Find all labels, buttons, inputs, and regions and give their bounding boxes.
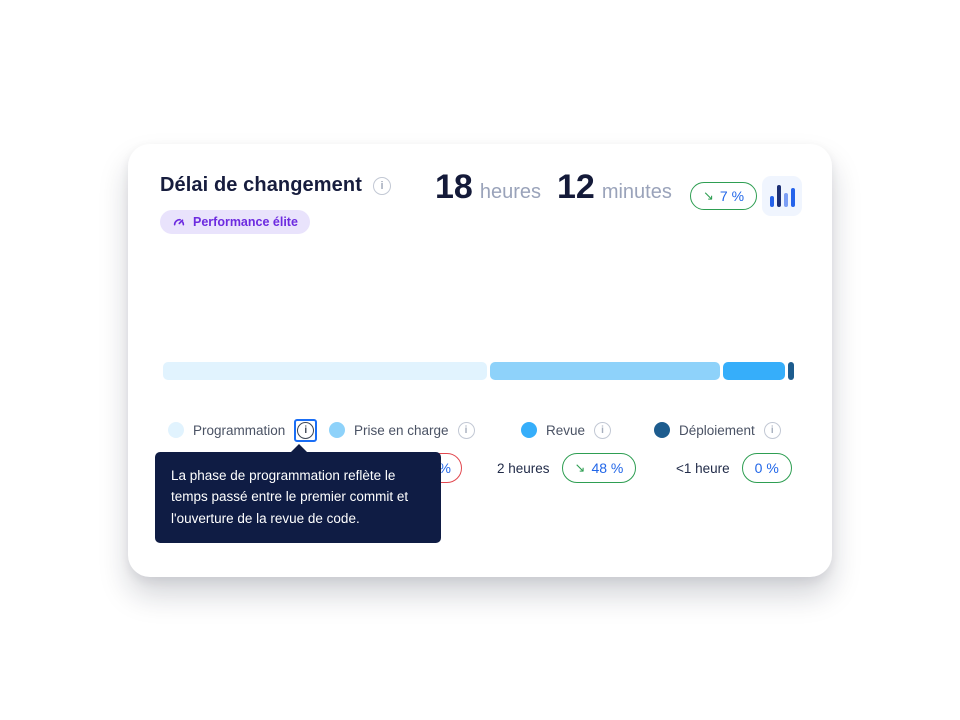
bar-segment-revue[interactable] [723,362,786,380]
prise-en-charge-trend-visible-text: % [438,460,451,476]
revue-trend-value: 48 % [591,460,624,476]
revue-trend-badge: ↘ 48 % [561,453,637,483]
legend-label-programmation: Programmation [193,422,286,438]
change-lead-time-card: Délai de changement i Performance élite … [128,144,832,577]
legend-label-revue: Revue [546,422,586,438]
deploiement-trend-badge: 0 % [741,453,792,483]
revue-info-button[interactable]: i [594,421,612,439]
title-info-icon[interactable]: i [372,176,391,195]
tooltip-text: La phase de programmation reflète le tem… [171,468,409,526]
legend-item-prise-en-charge: Prise en charge i [329,418,475,442]
legend-label-prise-en-charge: Prise en charge [354,422,449,438]
page-title: Délai de changement [160,174,362,196]
info-icon: i [297,421,315,439]
metric-readout: 18 heures 12 minutes [435,168,672,207]
bar-segment-deploiement[interactable] [788,362,794,380]
programmation-tooltip: La phase de programmation reflète le tem… [155,444,441,543]
bar-segment-programmation[interactable] [163,362,488,380]
legend-label-deploiement: Déploiement [679,422,755,438]
performance-badge: Performance élite [160,210,310,234]
gauge-icon [172,215,186,229]
legend-item-revue: Revue i [521,418,612,442]
trend-down-arrow-icon: ↘ [703,188,714,203]
deploiement-value-group: <1 heure 0 % [676,453,792,483]
deploiement-info-button[interactable]: i [763,421,781,439]
legend-item-programmation: Programmation i [168,418,318,442]
stacked-bar-chart [163,362,795,380]
deploiement-trend-value: 0 % [754,460,779,476]
bar-segment-prise-en-charge[interactable] [490,362,721,380]
hours-value: 18 [435,168,473,206]
card-header: Délai de changement i [160,174,391,197]
revue-value-group: 2 heures ↘ 48 % [497,453,637,483]
bar-chart-icon [762,185,802,207]
trend-down-arrow-icon: ↘ [574,460,586,475]
overall-trend-badge: ↘ 7 % [690,182,758,210]
legend-dot-programmation [168,422,184,438]
legend-dot-deploiement [654,422,670,438]
hours-unit: heures [479,181,541,203]
minutes-unit: minutes [601,181,672,203]
minutes-value: 12 [556,168,595,206]
overall-trend-value: 7 % [719,188,745,204]
prise-en-charge-info-button[interactable]: i [457,421,475,439]
legend-dot-prise-en-charge [329,422,345,438]
deploiement-duration: <1 heure [676,460,730,476]
chart-view-toggle-button[interactable] [762,176,802,216]
revue-duration: 2 heures [497,460,550,476]
legend-item-deploiement: Déploiement i [654,418,781,442]
programmation-info-button-focused[interactable]: i [294,418,318,442]
legend-dot-revue [521,422,537,438]
performance-badge-label: Performance élite [193,215,298,229]
